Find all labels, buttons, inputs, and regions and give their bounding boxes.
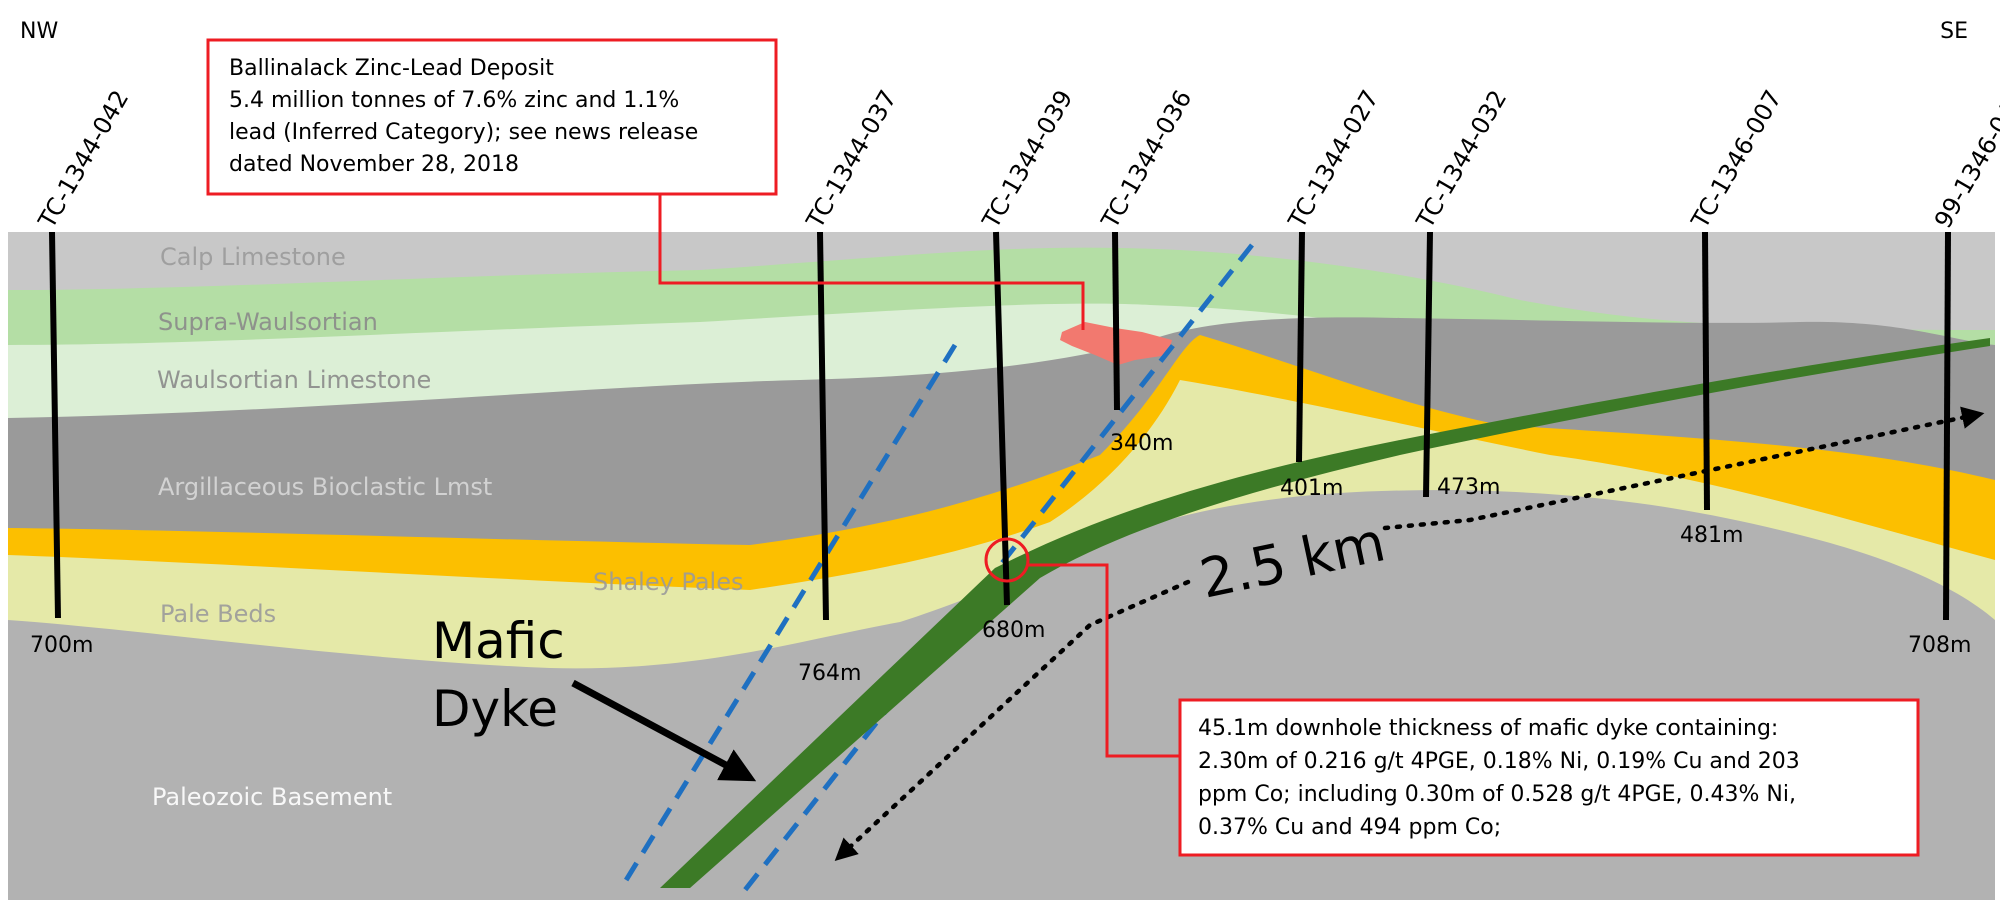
deposit-leader-line xyxy=(658,194,1085,330)
dyke-callout-line4: 0.37% Cu and 494 ppm Co; xyxy=(1198,815,1501,840)
drillhole-depth-label: 700m xyxy=(30,633,93,658)
dyke-leader-line xyxy=(1028,563,1180,758)
drillhole-tc-1344-036 xyxy=(1112,231,1120,411)
label-waulsortian-limestone: Waulsortian Limestone xyxy=(157,366,431,394)
label-calp-limestone: Calp Limestone xyxy=(160,243,346,271)
label-se: SE xyxy=(1940,19,1968,44)
drillhole-depth-label: 473m xyxy=(1437,475,1500,500)
label-shaley-pales: Shaley Pales xyxy=(593,568,743,596)
drillhole-name-label: TC-1344-036 xyxy=(1095,85,1197,233)
drillhole-depth-label: 481m xyxy=(1680,523,1743,548)
drillhole-tc-1346-007 xyxy=(1702,231,1710,511)
drillhole-name-label: TC-1344-037 xyxy=(800,85,902,233)
drillhole-name-label: TC-1344-027 xyxy=(1282,85,1384,233)
dyke-label-line1: Mafic xyxy=(432,612,565,670)
label-pale-beds: Pale Beds xyxy=(160,600,276,628)
fault-line-2 xyxy=(743,243,1254,892)
dyke-callout: 45.1m downhole thickness of mafic dyke c… xyxy=(984,537,1920,857)
faults xyxy=(617,243,1254,892)
deposit-callout: Ballinalack Zinc-Lead Deposit 5.4 millio… xyxy=(206,38,1085,330)
drillhole-tc-1344-027 xyxy=(1296,231,1305,463)
drillhole-name-label: TC-1344-042 xyxy=(32,85,134,233)
dyke-callout-line2: 2.30m of 0.216 g/t 4PGE, 0.18% Ni, 0.19%… xyxy=(1198,749,1800,774)
dyke-pointer-arrow xyxy=(571,679,757,782)
label-nw: NW xyxy=(20,19,58,44)
drillhole-name-label: TC-1346-007 xyxy=(1685,85,1787,233)
label-paleozoic-basement: Paleozoic Basement xyxy=(152,783,392,811)
drillhole-tc-1344-039 xyxy=(993,231,1010,606)
drillhole-name-label: 99-1346-04 xyxy=(1929,98,2000,233)
deposit-callout-box xyxy=(206,38,778,196)
dyke-label-line2: Dyke xyxy=(432,680,558,738)
layer-labels: Calp Limestone Supra-Waulsortian Waulsor… xyxy=(152,243,743,811)
drillhole-name-label: TC-1344-032 xyxy=(1410,85,1512,233)
drillhole-depth-label: 680m xyxy=(982,618,1045,643)
distance-arrow-left xyxy=(834,579,1191,862)
fault-line-1 xyxy=(617,343,958,892)
deposit-callout-line3: lead (Inferred Category); see news relea… xyxy=(229,120,698,145)
drillhole-depth-label: 401m xyxy=(1280,476,1343,501)
distance-arrow-right xyxy=(1382,406,1985,531)
drillhole-tc-1344-042 xyxy=(49,231,61,619)
mafic-dyke-label: Mafic Dyke xyxy=(432,612,757,782)
dyke-callout-box xyxy=(1178,698,1920,857)
deposit-callout-line1: Ballinalack Zinc-Lead Deposit xyxy=(229,56,554,81)
deposit-callout-line2: 5.4 million tonnes of 7.6% zinc and 1.1% xyxy=(229,88,679,113)
drillhole-tc-1344-032 xyxy=(1423,231,1433,498)
deposit-callout-line4: dated November 28, 2018 xyxy=(229,152,519,177)
drillhole-depth-label: 764m xyxy=(798,661,861,686)
drillhole-depth-label: 708m xyxy=(1908,633,1971,658)
drillhole-depth-label: 340m xyxy=(1110,431,1173,456)
drillhole-tc-1344-037 xyxy=(817,231,829,621)
drillhole-name-label: TC-1344-039 xyxy=(976,85,1078,233)
dyke-callout-line3: ppm Co; including 0.30m of 0.528 g/t 4PG… xyxy=(1198,782,1796,807)
label-argillaceous: Argillaceous Bioclastic Lmst xyxy=(158,473,492,501)
intersection-circle xyxy=(984,537,1030,583)
drillhole-99-1346-04 xyxy=(1943,231,1951,621)
dyke-callout-line1: 45.1m downhole thickness of mafic dyke c… xyxy=(1198,716,1778,741)
label-supra-waulsortian: Supra-Waulsortian xyxy=(158,308,378,336)
